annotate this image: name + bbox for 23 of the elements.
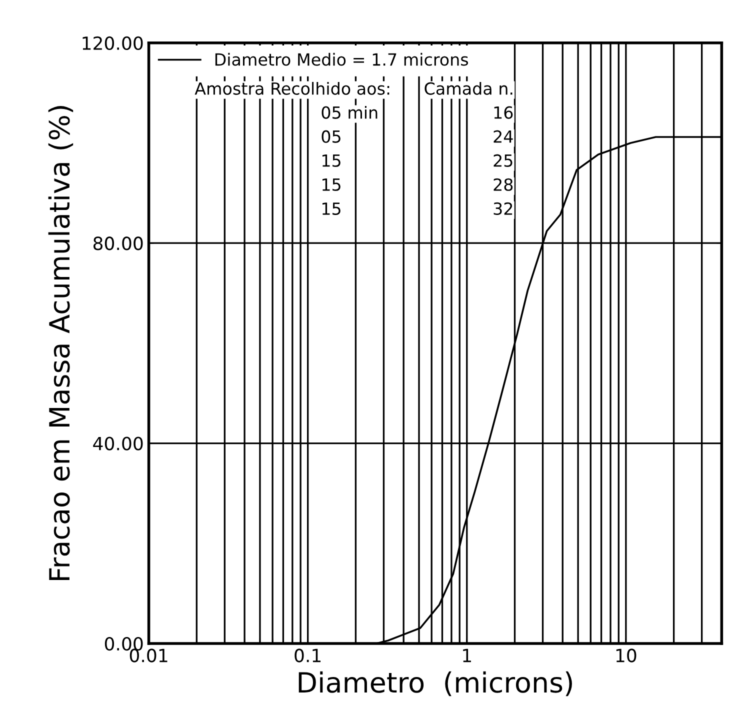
annotation: 32 — [494, 202, 512, 215]
annotation: 24 — [494, 130, 513, 143]
annotation: 15 — [322, 154, 340, 167]
annotation: 05 — [322, 130, 340, 143]
annotation: Amostra Recolhido aos: — [194, 82, 390, 95]
annotation: Camada n. — [424, 82, 512, 95]
legend-label: Diametro Medio = 1.7 microns — [215, 52, 468, 66]
y-tick-label: 80.00 — [93, 236, 143, 250]
x-tick-label: 10 — [616, 648, 636, 662]
annotation: 05 min — [322, 106, 378, 119]
y-tick-label: 0.00 — [104, 636, 143, 651]
x-tick-label: 0.1 — [294, 648, 321, 662]
y-tick-label: 120.00 — [82, 36, 143, 50]
x-tick-label: 1 — [463, 648, 471, 662]
y-tick-label: 40.00 — [93, 436, 143, 450]
annotation: 25 — [494, 154, 512, 167]
annotation: 28 — [494, 178, 513, 191]
y-axis-title: Fracao em Massa Acumulativa (%) — [48, 106, 74, 580]
annotation: 16 — [494, 106, 513, 119]
x-tick-label: 0.01 — [130, 648, 168, 662]
x-axis-title: Diametro (microns) — [298, 671, 572, 696]
annotation: 15 — [322, 178, 340, 191]
annotation: 15 — [322, 202, 340, 215]
